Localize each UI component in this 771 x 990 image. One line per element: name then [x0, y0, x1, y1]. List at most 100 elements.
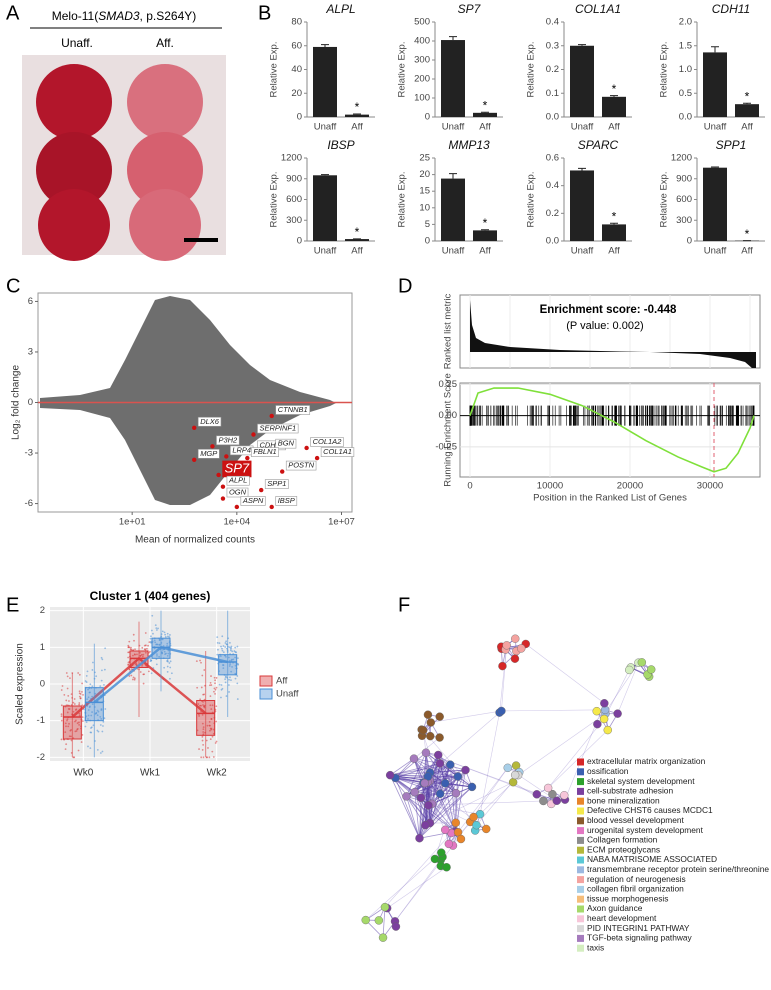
- jitter-point: [65, 672, 68, 674]
- x-tick-label: 1e+04: [223, 517, 250, 528]
- significance: *: [483, 216, 488, 230]
- edge: [395, 777, 420, 839]
- jitter-point: [166, 642, 169, 645]
- jitter-point: [97, 710, 100, 713]
- y-tick-label: 10: [419, 202, 430, 213]
- bar: [345, 114, 369, 117]
- jitter-point: [155, 629, 158, 631]
- point: [210, 444, 215, 449]
- gene-label-box: [310, 437, 344, 447]
- edge: [389, 774, 420, 839]
- jitter-point: [91, 685, 94, 688]
- jitter-point: [81, 734, 84, 736]
- error-bar: [321, 44, 329, 47]
- jitter-point: [235, 651, 238, 654]
- jitter-point: [221, 635, 224, 638]
- node: [421, 748, 431, 757]
- edge: [386, 866, 447, 909]
- gene-label-text: LRP4: [232, 445, 251, 454]
- node: [451, 788, 461, 798]
- jitter-point: [66, 719, 68, 722]
- legend-key: [259, 688, 273, 700]
- jitter-point: [139, 654, 142, 657]
- jitter-point: [85, 675, 88, 677]
- jitter-point: [230, 670, 233, 673]
- node: [402, 792, 411, 801]
- gene-label-box: [216, 435, 240, 446]
- node: [548, 789, 557, 799]
- jitter-point: [209, 695, 212, 698]
- legend-label: PID INTEGRIN1 PATHWAY: [587, 923, 690, 933]
- jitter-point: [211, 704, 214, 707]
- x-tick-label: Aff: [741, 246, 753, 257]
- node: [385, 770, 395, 780]
- legend-swatch: [577, 807, 584, 815]
- gene-label: SERPINF1: [257, 423, 299, 434]
- jitter-point: [236, 675, 239, 677]
- edge: [425, 752, 537, 795]
- jitter-point: [225, 695, 228, 697]
- jitter-point: [161, 630, 164, 633]
- legend-label: Axon guidance: [587, 903, 643, 913]
- y-axis-label: Relative Exp.: [397, 172, 408, 228]
- edge: [501, 709, 606, 712]
- edge: [525, 643, 605, 704]
- y-tick-label: 0.2: [546, 208, 559, 219]
- legend-key: [259, 675, 273, 687]
- significance: *: [483, 98, 488, 112]
- gene-label-box: [275, 496, 298, 506]
- jitter-point: [150, 672, 153, 675]
- node: [434, 750, 443, 760]
- edge: [423, 782, 426, 826]
- y-tick-label: 1: [40, 642, 45, 653]
- edge: [406, 796, 426, 826]
- jitter-point: [65, 743, 68, 746]
- jitter-point: [90, 726, 93, 729]
- node: [409, 754, 419, 763]
- x-tick-label: Unaff: [314, 122, 337, 133]
- y-tick-label: 0: [297, 236, 302, 247]
- jitter-point: [68, 700, 70, 702]
- jitter-point: [60, 713, 63, 716]
- gene-label: DLX6: [197, 417, 222, 427]
- jitter-point: [61, 685, 64, 687]
- jitter-point: [228, 656, 230, 659]
- jitter-point: [89, 747, 92, 750]
- jitter-point: [208, 756, 211, 759]
- jitter-point: [147, 644, 149, 647]
- jitter-point: [209, 684, 211, 687]
- jitter-point: [96, 714, 99, 717]
- jitter-point: [144, 651, 147, 654]
- jitter-point: [74, 709, 77, 711]
- node: [647, 665, 656, 674]
- node: [423, 710, 433, 719]
- edge: [429, 781, 514, 824]
- point: [224, 454, 229, 459]
- jitter-point: [132, 633, 135, 636]
- node: [603, 725, 612, 735]
- title-part: SMAD3: [98, 9, 140, 23]
- jitter-point: [214, 742, 217, 744]
- jitter-point: [225, 640, 228, 643]
- jitter-point: [81, 690, 83, 693]
- jitter-point: [127, 664, 130, 666]
- jitter-point: [219, 655, 222, 658]
- x-tick-label: 0: [467, 481, 472, 492]
- edge: [382, 907, 386, 938]
- y-axis-label: Log₂ fold change: [11, 365, 22, 440]
- jitter-point: [201, 736, 204, 738]
- x-tick-label: Aff: [351, 246, 363, 257]
- gene-label-text: SP7: [225, 460, 250, 475]
- jitter-point: [140, 653, 143, 656]
- jitter-point: [203, 705, 205, 708]
- gene-label: IBSP: [275, 496, 298, 506]
- chart-title: SPARC: [578, 138, 619, 152]
- jitter-point: [79, 693, 82, 695]
- node: [511, 634, 520, 643]
- jitter-point: [224, 646, 227, 648]
- edge: [425, 752, 473, 788]
- y-tick-label: 0.2: [546, 64, 559, 75]
- edge: [413, 758, 441, 764]
- legend-label: Unaff: [276, 689, 299, 700]
- jitter-point: [163, 650, 166, 653]
